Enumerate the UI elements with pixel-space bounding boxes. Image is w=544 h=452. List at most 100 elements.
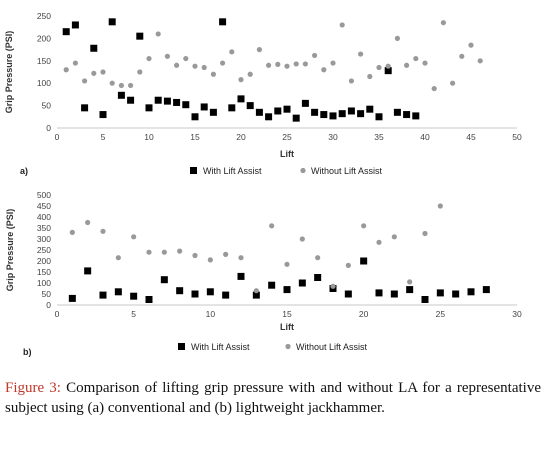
data-point-square [412,112,420,120]
series-without-lift-assist [69,203,443,294]
data-point-circle [109,80,115,86]
data-point-square [71,21,79,29]
data-point-circle [238,77,244,83]
data-point-square [265,113,273,121]
chart-a: 0 50 100 150 200 250 0 5 10 15 20 25 30 35 40 45 50 Lift G… [4,11,522,176]
data-point-square [237,95,245,103]
data-point-circle [192,252,198,259]
data-point-circle [155,31,161,37]
data-point-circle [385,63,391,69]
legend: With Lift Assist Without Lift Assist [190,166,383,176]
y-tick-label: 50 [42,101,52,111]
data-point-square [311,108,319,116]
data-point-square [222,291,230,299]
data-point-circle [321,67,327,73]
data-point-square [347,107,355,115]
y-tick-label: 150 [37,56,51,66]
legend-marker-square [190,167,197,174]
x-tick-label: 20 [359,309,369,319]
data-point-circle [459,53,465,59]
data-point-square [145,296,153,303]
data-point-square [452,290,460,298]
data-point-square [320,111,328,119]
legend-label-without-lift-assist: Without Lift Assist [311,166,383,176]
data-point-square [163,97,171,105]
data-point-square [182,101,190,109]
data-point-circle [361,223,367,229]
data-point-square [467,288,475,296]
data-point-circle [253,288,259,294]
data-point-square [292,114,300,122]
data-point-circle [422,230,428,237]
data-point-circle [85,219,91,226]
y-tick-label: 400 [37,212,51,222]
x-tick-label: 30 [512,309,522,319]
data-point-circle [302,61,308,67]
legend-marker-square [178,343,185,350]
data-point-square [283,105,291,113]
data-point-circle [358,51,364,57]
data-point-circle [247,71,253,77]
data-point-square [154,96,162,104]
data-point-square [136,32,144,40]
y-tick-label: 350 [37,223,51,233]
y-tick-label: 450 [37,201,51,211]
data-point-square [237,272,245,280]
data-point-circle [131,234,137,240]
series-without-lift-assist [63,20,483,92]
data-point-circle [115,255,121,261]
y-tick-label: 100 [37,78,51,88]
data-point-square [108,18,116,26]
x-tick-label: 10 [144,132,154,142]
data-point-square [191,113,199,121]
data-point-square [375,113,383,121]
data-point-circle [422,60,428,66]
panel-label: a) [20,166,28,176]
data-point-circle [164,53,170,59]
data-point-circle [266,62,272,68]
data-point-circle [177,248,183,254]
x-tick-label: 0 [55,132,60,142]
data-point-square [90,44,98,52]
data-point-circle [312,52,318,59]
data-point-circle [376,239,382,245]
data-point-square [219,18,227,26]
data-point-circle [100,69,106,75]
data-point-circle [284,261,290,267]
data-point-square [268,281,276,289]
data-point-circle [238,255,244,261]
data-point-circle [431,85,437,92]
y-tick-label: 150 [37,267,51,277]
x-tick-label: 25 [282,132,292,142]
data-point-circle [220,60,226,66]
data-point-square [274,107,282,115]
data-point-square [145,104,153,112]
data-point-circle [91,70,97,76]
y-tick-label: 200 [37,33,51,43]
x-tick-label: 20 [236,132,246,142]
data-point-circle [348,78,354,84]
x-tick-label: 30 [328,132,338,142]
caption-title: Figure 3: [5,380,61,396]
data-point-circle [330,283,336,289]
data-point-circle [367,73,373,80]
data-point-square [209,108,217,116]
legend: With Lift Assist Without Lift Assist [178,342,368,352]
data-point-circle [223,251,229,257]
data-point-circle [468,42,474,48]
x-axis-label: Lift [280,322,294,332]
data-point-square [436,289,444,297]
data-point-square [117,91,125,99]
series-with-lift-assist [62,18,420,122]
data-point-circle [146,249,152,255]
x-tick-label: 50 [512,132,522,142]
data-point-circle [275,61,281,67]
x-axis-label: Lift [280,149,294,159]
data-point-circle [100,228,106,234]
data-point-circle [407,279,413,285]
data-point-square [393,108,401,116]
data-point-square [81,104,89,112]
data-point-square [357,110,365,118]
data-point-square [403,111,411,119]
